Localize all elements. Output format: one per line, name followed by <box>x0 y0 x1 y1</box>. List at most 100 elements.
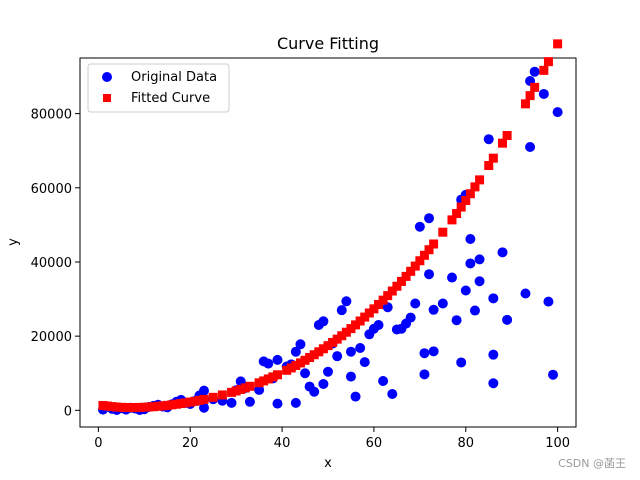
data-point-original <box>419 369 430 380</box>
data-point-fitted <box>465 189 475 199</box>
data-point-fitted <box>525 91 535 101</box>
data-point-original <box>460 285 471 296</box>
data-point-fitted <box>254 378 264 388</box>
data-point-fitted <box>199 394 209 404</box>
data-point-original <box>405 312 416 323</box>
data-point-fitted <box>328 337 338 347</box>
data-point-original <box>451 315 462 326</box>
data-point-fitted <box>383 291 393 301</box>
data-point-fitted <box>291 360 301 370</box>
data-point-fitted <box>429 239 439 249</box>
data-point-original <box>474 254 485 265</box>
data-point-fitted <box>351 320 361 330</box>
legend-marker-original <box>102 72 112 82</box>
data-point-original <box>387 388 398 399</box>
y-tick-label: 60000 <box>31 182 72 197</box>
data-point-fitted <box>543 57 553 67</box>
data-point-original <box>456 357 467 368</box>
legend-label-original: Original Data <box>131 70 217 85</box>
legend-marker-fitted <box>103 94 111 102</box>
data-point-original <box>488 349 499 360</box>
data-point-fitted <box>112 402 122 412</box>
x-axis: 0 20 40 60 80 100 <box>94 427 570 451</box>
plot-area <box>79 57 577 428</box>
series-original-data <box>97 66 563 415</box>
data-point-original <box>290 397 301 408</box>
data-point-original <box>199 385 209 396</box>
y-tick-label: 40000 <box>31 256 72 271</box>
data-point-original <box>474 276 485 287</box>
data-point-original <box>424 213 435 224</box>
data-point-fitted <box>144 402 154 412</box>
data-point-original <box>525 142 536 153</box>
data-point-original <box>469 305 480 316</box>
data-point-original <box>263 358 274 369</box>
x-axis-label: x <box>324 456 332 471</box>
data-point-fitted <box>286 363 296 373</box>
data-point-fitted <box>364 308 374 318</box>
data-point-fitted <box>272 370 282 380</box>
data-point-original <box>419 348 430 359</box>
data-point-original <box>437 298 448 309</box>
data-point-original <box>323 366 333 377</box>
y-axis-label: y <box>6 238 21 246</box>
data-point-original <box>359 357 370 368</box>
data-point-fitted <box>126 403 136 413</box>
data-point-fitted <box>268 372 278 382</box>
data-point-original <box>350 391 361 402</box>
data-point-original <box>488 378 499 389</box>
data-point-original <box>345 371 356 382</box>
data-point-original <box>538 88 549 99</box>
data-point-original <box>378 376 389 387</box>
data-point-fitted <box>185 397 195 407</box>
x-tick-label: 60 <box>366 436 383 451</box>
data-point-original <box>318 316 329 327</box>
data-point-original <box>336 305 347 316</box>
data-point-fitted <box>447 215 457 225</box>
data-point-original <box>428 304 439 315</box>
data-point-original <box>199 402 209 413</box>
data-point-original <box>520 288 531 299</box>
data-point-original <box>295 339 306 350</box>
data-point-fitted <box>438 227 448 237</box>
data-point-original <box>497 247 508 258</box>
data-point-original <box>244 396 255 407</box>
data-point-fitted <box>355 316 365 326</box>
data-point-original <box>424 269 435 280</box>
data-point-fitted <box>162 400 172 410</box>
data-point-original <box>529 66 540 77</box>
data-point-fitted <box>475 175 485 185</box>
data-point-fitted <box>332 334 342 344</box>
data-point-original <box>502 314 513 325</box>
y-tick-label: 0 <box>64 404 72 419</box>
data-point-original <box>290 346 301 357</box>
data-point-fitted <box>484 161 494 171</box>
data-point-fitted <box>107 402 117 412</box>
data-point-original <box>341 296 352 307</box>
data-point-fitted <box>424 245 434 255</box>
data-point-fitted <box>323 341 333 351</box>
data-point-fitted <box>419 250 429 260</box>
data-point-original <box>272 354 283 365</box>
data-point-fitted <box>374 300 384 310</box>
data-point-original <box>226 397 237 408</box>
data-point-fitted <box>314 347 324 357</box>
data-point-original <box>548 369 559 380</box>
data-point-original <box>552 107 563 118</box>
data-point-fitted <box>452 209 462 219</box>
data-point-fitted <box>341 327 351 337</box>
data-point-original <box>488 293 499 304</box>
data-point-fitted <box>553 39 563 49</box>
data-point-original <box>428 346 439 357</box>
legend-box <box>87 63 230 113</box>
data-point-fitted <box>217 390 227 400</box>
data-point-fitted <box>167 400 177 410</box>
data-point-fitted <box>461 195 471 205</box>
data-point-original <box>345 346 356 357</box>
watermark: CSDN @菡王 <box>558 457 626 470</box>
data-point-fitted <box>337 331 347 341</box>
data-point-fitted <box>245 381 255 391</box>
data-point-original <box>410 298 421 309</box>
data-point-fitted <box>135 402 145 412</box>
